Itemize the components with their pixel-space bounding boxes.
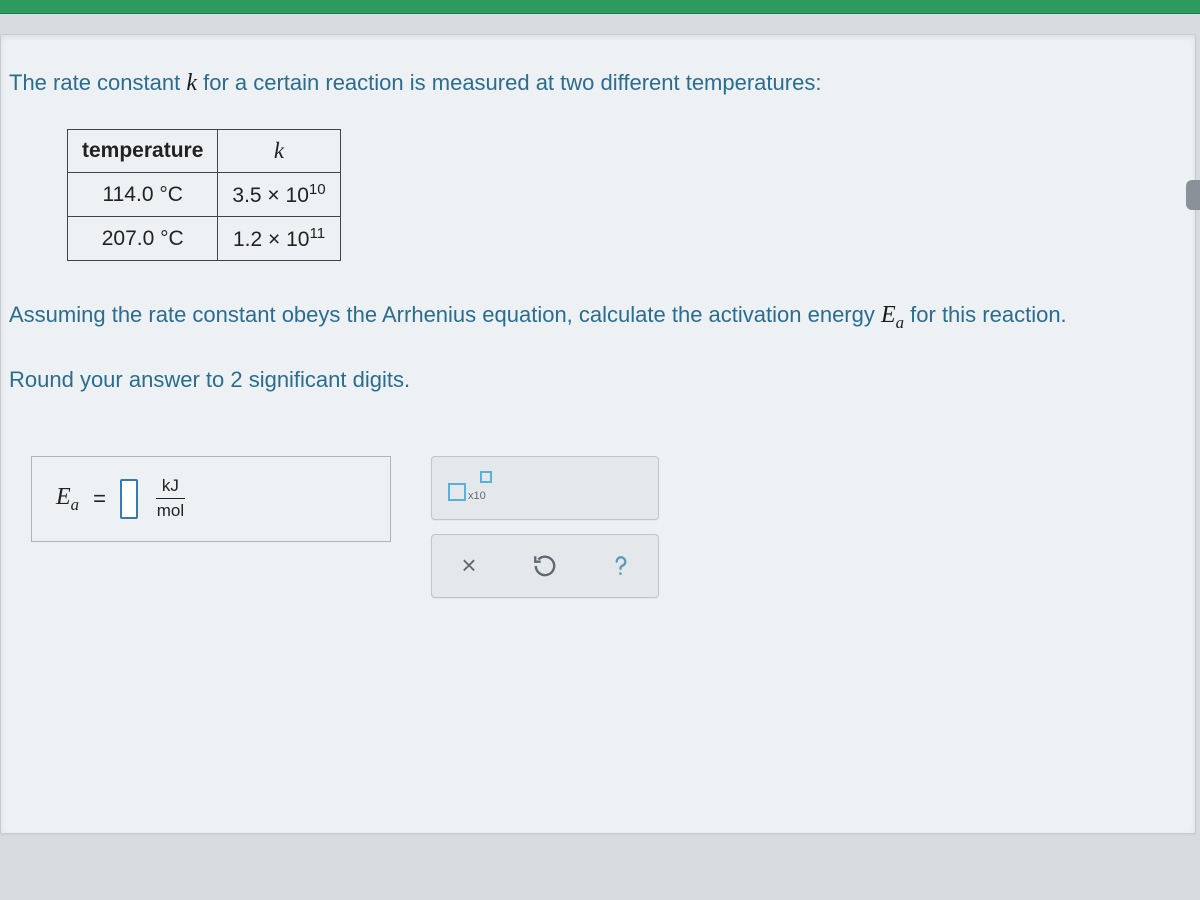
answer-symbol: Ea — [56, 484, 79, 515]
sci-notation-icon: x10 — [446, 471, 492, 505]
cell-k-1: 3.5 × 1010 — [218, 173, 340, 217]
answer-box: Ea = kJ mol — [31, 456, 391, 542]
unit-denominator: mol — [157, 499, 184, 521]
cell-temp-2: 207.0 °C — [68, 217, 218, 261]
prompt2-post: for this reaction. — [904, 302, 1067, 327]
unit-numerator: kJ — [156, 476, 185, 499]
palette-row-sci: x10 — [431, 456, 659, 520]
table-row: 114.0 °C 3.5 × 1010 — [68, 173, 341, 217]
clear-button[interactable]: × — [446, 545, 492, 587]
prompt-line-3: Round your answer to 2 significant digit… — [9, 363, 1177, 396]
data-table: temperature k 114.0 °C 3.5 × 1010 207.0 … — [67, 129, 341, 261]
table-row: 207.0 °C 1.2 × 1011 — [68, 217, 341, 261]
progress-bar — [0, 0, 1200, 14]
prompt-line-1: The rate constant k for a certain reacti… — [9, 65, 1177, 101]
reset-icon — [532, 553, 558, 579]
prompt-text-pre: The rate constant — [9, 70, 186, 95]
reset-button[interactable] — [522, 545, 568, 587]
var-ea: Ea — [881, 302, 904, 328]
help-icon — [608, 553, 634, 579]
prompt-text-post: for a certain reaction is measured at tw… — [197, 70, 821, 95]
close-icon: × — [461, 550, 476, 581]
palette-row-actions: × — [431, 534, 659, 598]
equals-sign: = — [93, 486, 106, 512]
answer-row: Ea = kJ mol x10 × — [31, 456, 1177, 598]
prompt2-pre: Assuming the rate constant obeys the Arr… — [9, 302, 881, 327]
cell-k-2: 1.2 × 1011 — [218, 217, 340, 261]
prompt-line-2: Assuming the rate constant obeys the Arr… — [9, 297, 1177, 335]
sci-notation-button[interactable]: x10 — [446, 467, 492, 509]
cell-temp-1: 114.0 °C — [68, 173, 218, 217]
side-tab-handle[interactable] — [1186, 180, 1200, 210]
answer-input[interactable] — [120, 479, 138, 519]
question-panel: The rate constant k for a certain reacti… — [0, 34, 1196, 834]
unit-fraction: kJ mol — [156, 476, 185, 521]
tool-palette: x10 × — [431, 456, 659, 598]
table-header-temp: temperature — [68, 130, 218, 173]
help-button[interactable] — [598, 545, 644, 587]
table-header-k: k — [218, 130, 340, 173]
var-k: k — [186, 70, 197, 96]
